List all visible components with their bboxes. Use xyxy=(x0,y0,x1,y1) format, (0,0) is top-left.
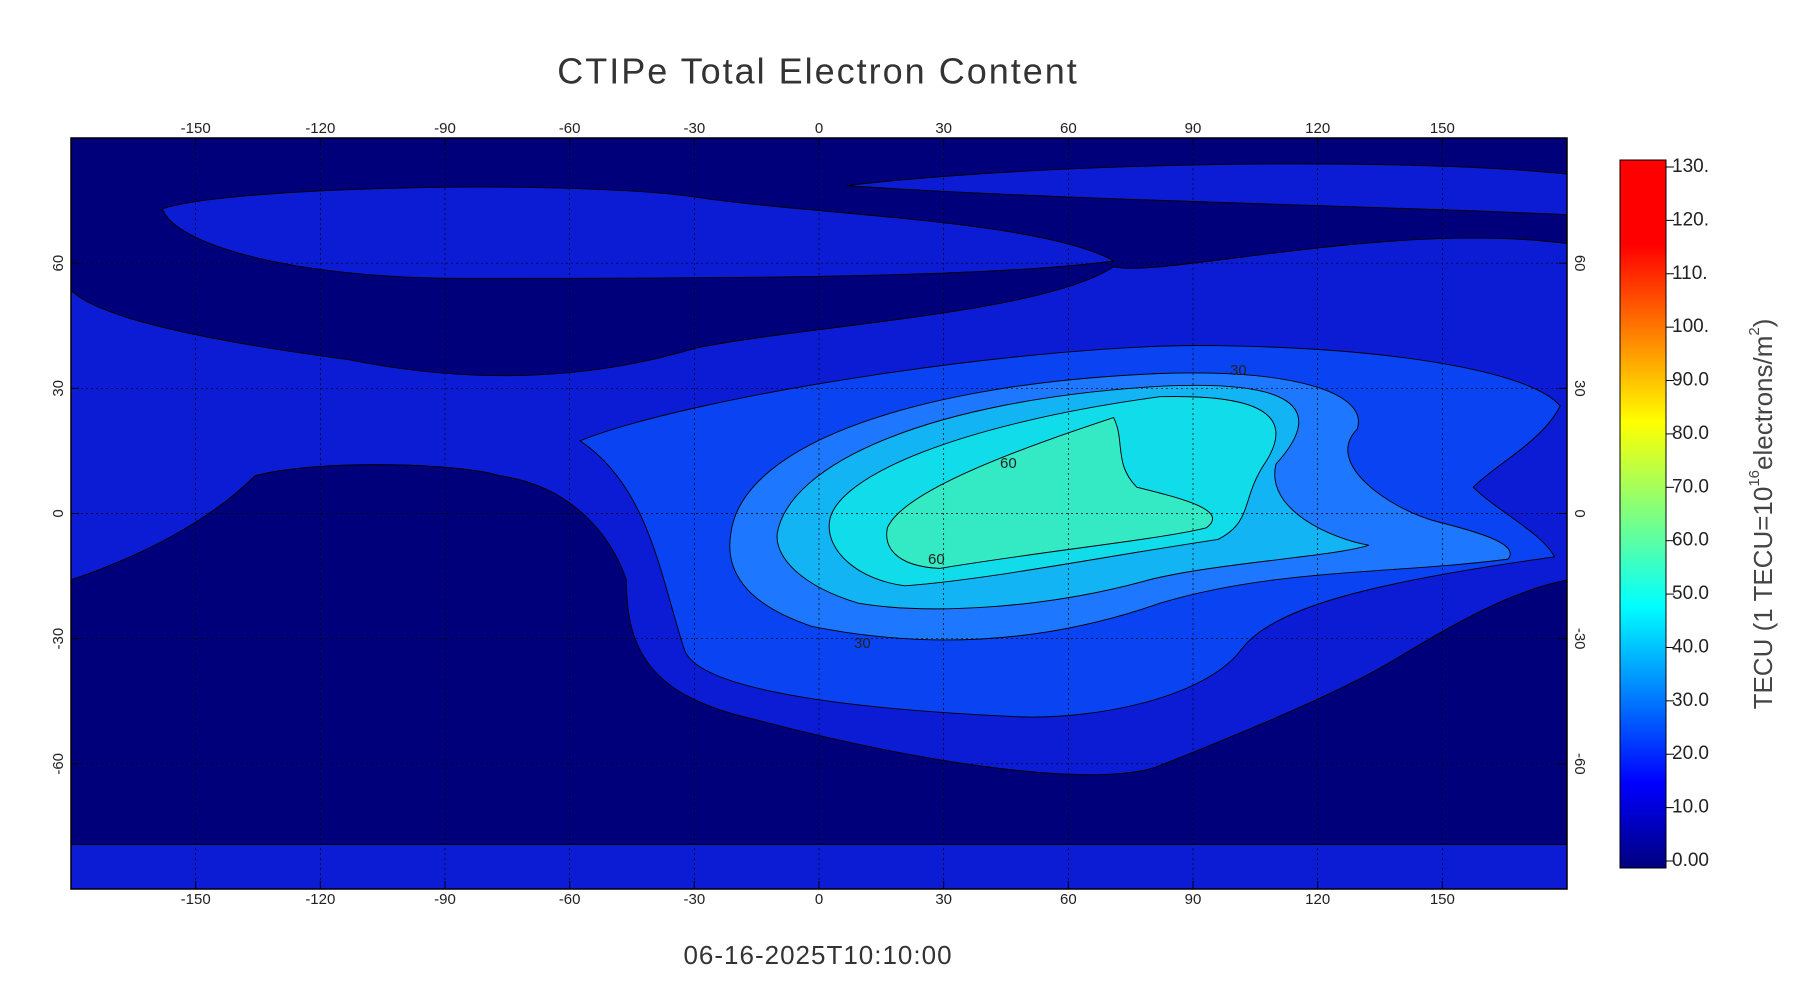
level-10-20 xyxy=(161,186,1116,279)
title: CTIPe Total Electron Content xyxy=(557,51,1079,92)
x-tick-label: -120 xyxy=(305,891,335,908)
x-tick-label: 150 xyxy=(1430,120,1455,137)
colorbar-tick-label: 130. xyxy=(1672,156,1709,177)
colorbar-tick-label: 90.0 xyxy=(1672,370,1709,391)
x-tick-label: 30 xyxy=(935,120,952,137)
colorbar-tick-label: 30.0 xyxy=(1672,690,1709,711)
colorbar-tick-label: 110. xyxy=(1672,263,1708,284)
x-tick-label: 0 xyxy=(815,120,823,137)
x-tick-label: -90 xyxy=(434,891,456,908)
contour-labels: 30 60 60 30 xyxy=(854,362,1247,652)
colorbar xyxy=(1619,159,1667,869)
x-tick-label: -150 xyxy=(181,120,211,137)
colorbar-tick-label: 50.0 xyxy=(1672,583,1709,604)
x-tick-label: 150 xyxy=(1430,891,1455,908)
colorbar-tick-label: 100. xyxy=(1672,316,1709,337)
x-tick-label: -60 xyxy=(559,891,581,908)
y-tick-label: 0 xyxy=(50,509,67,517)
x-tick-label: -30 xyxy=(683,120,705,137)
level-60-70 xyxy=(886,417,1213,569)
x-tick-label: 120 xyxy=(1305,120,1330,137)
y-tick-label: 30 xyxy=(1571,380,1588,397)
y-tick-label: -30 xyxy=(50,628,67,650)
label-part: ) xyxy=(1748,319,1778,328)
contour-label: 30 xyxy=(1230,362,1247,379)
contour-label: 30 xyxy=(854,635,871,652)
x-tick-label: -90 xyxy=(434,120,456,137)
colorbar-label: TECU (1 TECU=1016electrons/m2) xyxy=(1746,319,1778,710)
x-tick-label: 90 xyxy=(1185,120,1202,137)
colorbar-tick-label: 80.0 xyxy=(1672,423,1709,444)
label-exponent: 16 xyxy=(1746,470,1763,487)
x-tick-label: -120 xyxy=(305,120,335,137)
y-tick-label: -60 xyxy=(50,753,67,775)
y-tick-label: 0 xyxy=(1571,509,1588,517)
y-tick-label: 60 xyxy=(1571,255,1588,272)
y-tick-label: 30 xyxy=(50,380,67,397)
x-tick-label: -150 xyxy=(181,891,211,908)
x-tick-label: -60 xyxy=(559,120,581,137)
colorbar-tick-label: 60.0 xyxy=(1672,530,1709,551)
colorbar-tick-label: 20.0 xyxy=(1672,743,1709,764)
timestamp: 06-16-2025T10:10:00 xyxy=(683,940,952,970)
label-part: TECU (1 TECU=10 xyxy=(1748,487,1778,710)
x-tick-label: -30 xyxy=(683,891,705,908)
colorbar-tick-label: 120. xyxy=(1672,209,1709,230)
colorbar-tick-label: 0.00 xyxy=(1672,850,1709,871)
x-tick-label: 60 xyxy=(1060,891,1077,908)
x-tick-label: 120 xyxy=(1305,891,1330,908)
label-part: electrons/m xyxy=(1748,336,1778,470)
colorbar-tick-label: 70.0 xyxy=(1672,476,1709,497)
x-tick-label: 30 xyxy=(935,891,952,908)
label-exponent: 2 xyxy=(1746,327,1763,335)
y-tick-label: -60 xyxy=(1571,753,1588,775)
colorbar-tick-label: 10.0 xyxy=(1672,797,1709,818)
x-tick-label: 60 xyxy=(1060,120,1077,137)
level-10-20 xyxy=(846,163,1567,216)
contour-label: 60 xyxy=(928,551,945,568)
y-tick-label: -30 xyxy=(1571,628,1588,650)
contour-label: 60 xyxy=(1000,455,1017,472)
colorbar-tick-label: 40.0 xyxy=(1672,636,1709,657)
x-tick-label: 0 xyxy=(815,891,823,908)
x-tick-label: 90 xyxy=(1185,891,1202,908)
y-tick-label: 60 xyxy=(50,255,67,272)
